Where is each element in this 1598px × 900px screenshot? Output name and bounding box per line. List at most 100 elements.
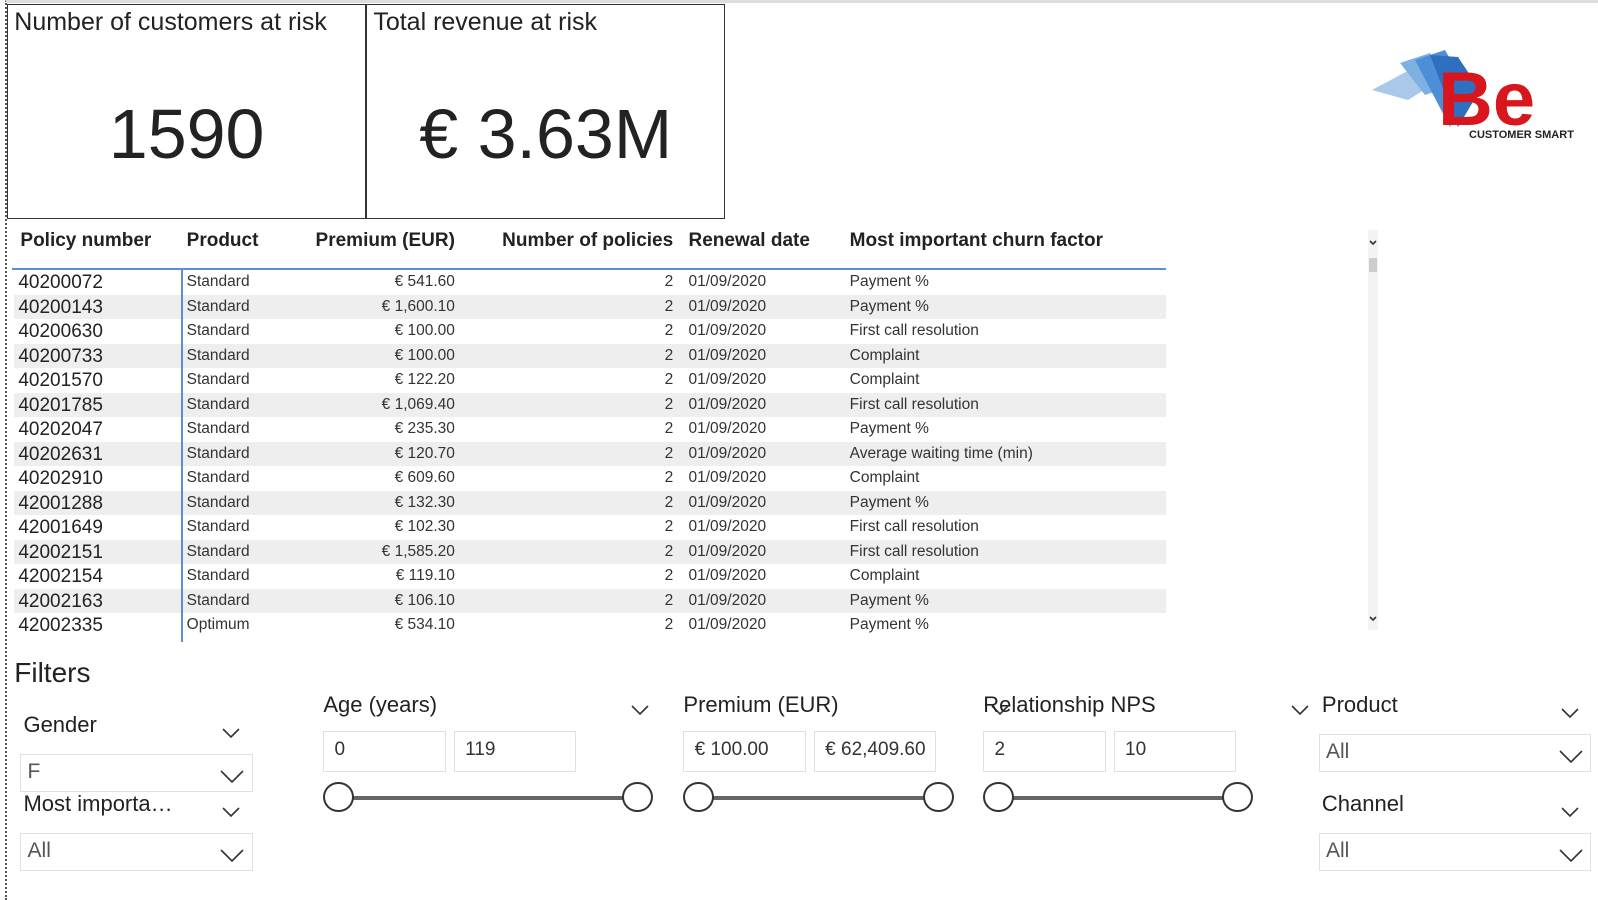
range-input[interactable] (453, 731, 577, 772)
table-cell: 42001288 (18, 492, 103, 514)
slider-handle[interactable] (923, 782, 954, 812)
row-background (14, 392, 1166, 417)
kpi-title: Total revenue at risk (373, 8, 598, 36)
table-cell: 01/09/2020 (688, 616, 767, 633)
chevron (1369, 240, 1377, 246)
table (12, 226, 1167, 646)
filters-title: Filters (14, 657, 91, 688)
table-cell: 2 (664, 297, 674, 315)
table-cell: € 122.20 (394, 371, 455, 388)
table-cell: 42001649 (18, 517, 103, 538)
table-cell: 01/09/2020 (688, 322, 767, 339)
chevron (1558, 750, 1583, 764)
dropdown[interactable] (1318, 734, 1592, 772)
chevron (220, 849, 244, 863)
table-cell: 01/09/2020 (688, 420, 767, 437)
table-cell: 40200072 (18, 272, 103, 293)
table-cell: Standard (186, 591, 250, 609)
dropdown[interactable] (1318, 833, 1592, 871)
slider-handle[interactable] (323, 782, 354, 812)
chevron (1561, 807, 1579, 818)
range-input[interactable] (1113, 731, 1237, 772)
filter-label: Age (years) (323, 692, 438, 717)
range-value: € 100.00 (694, 739, 769, 760)
table-cell: 40200630 (18, 321, 103, 342)
table-cell: First call resolution (849, 542, 979, 560)
table-cell: 01/09/2020 (688, 273, 767, 290)
chevron (991, 705, 1010, 716)
dropdown-value: All (1326, 839, 1350, 862)
table-cell: Payment % (849, 420, 929, 437)
table-cell: € 1,585.20 (381, 542, 455, 560)
table-cell: € 534.10 (394, 616, 455, 633)
table-cell: First call resolution (849, 322, 979, 339)
scrollbar[interactable] (1367, 230, 1378, 630)
chevron (220, 770, 244, 784)
table-cell: 01/09/2020 (688, 591, 767, 609)
row-background (14, 588, 1166, 613)
table-cell: 40202047 (18, 419, 103, 440)
table-cell: Payment % (849, 616, 929, 633)
column-header: Policy number (20, 230, 152, 251)
table-cell: 2 (664, 346, 674, 364)
row-background (14, 343, 1166, 368)
table-cell: € 541.60 (394, 273, 455, 290)
table-cell: Optimum (186, 616, 250, 633)
slider-handle[interactable] (1221, 782, 1253, 812)
slider-track (998, 796, 1238, 800)
slider-handle[interactable] (683, 782, 714, 812)
chevron (222, 807, 240, 818)
slider-track (698, 796, 939, 800)
kpi-value: 1590 (108, 95, 265, 173)
range-input[interactable] (683, 731, 806, 772)
table-cell: Standard (186, 518, 250, 535)
table-cell: 2 (664, 493, 674, 511)
table-cell: € 102.30 (394, 518, 455, 535)
table-cell: 01/09/2020 (688, 444, 767, 462)
table-cell: Complaint (849, 469, 920, 486)
dropdown[interactable] (20, 754, 253, 792)
table-cell: 40202631 (18, 443, 103, 465)
range-input[interactable] (813, 731, 937, 772)
filter-label: Channel (1321, 791, 1404, 816)
table-cell: Standard (186, 469, 250, 486)
scroll-thumb[interactable] (1368, 258, 1377, 272)
table-cell: Payment % (849, 591, 929, 609)
table-cell: € 235.30 (394, 420, 455, 437)
table-cell: Payment % (849, 297, 929, 315)
range-input[interactable] (983, 731, 1106, 772)
column-header: Renewal date (688, 230, 810, 251)
table-cell: 40202910 (18, 468, 103, 489)
range-input[interactable] (323, 731, 446, 772)
kpi-title: Number of customers at risk (14, 8, 327, 36)
kpi-card (366, 4, 726, 219)
table-cell: 42002163 (18, 590, 103, 612)
chevron (631, 705, 649, 716)
table-cell: 01/09/2020 (688, 297, 767, 315)
table-cell: Standard (186, 444, 250, 462)
table-cell: 2 (664, 395, 674, 413)
dropdown-value: All (27, 839, 51, 862)
header-border (12, 268, 1166, 270)
logo-text: Be (1438, 57, 1535, 142)
filter-label: Most importa… (23, 791, 173, 816)
filter-label: Product (1321, 692, 1398, 717)
table-cell: 42002335 (18, 615, 103, 636)
table-cell: 2 (664, 591, 674, 609)
slider-handle[interactable] (622, 782, 653, 812)
dropdown[interactable] (20, 833, 253, 871)
table-cell: 2 (664, 273, 674, 290)
table-cell: 01/09/2020 (688, 567, 767, 584)
table-cell: Standard (186, 567, 250, 584)
table-cell: Standard (186, 273, 250, 290)
table-cell: 2 (664, 518, 674, 535)
table-cell: 2 (664, 322, 674, 339)
table-cell: Standard (186, 322, 250, 339)
table-cell: 2 (664, 420, 674, 437)
row-background (14, 490, 1166, 515)
row-background (14, 539, 1166, 564)
slider-handle[interactable] (983, 782, 1014, 812)
slider-track (338, 796, 638, 800)
column-header: Premium (EUR) (315, 230, 455, 251)
row-background (14, 441, 1166, 466)
